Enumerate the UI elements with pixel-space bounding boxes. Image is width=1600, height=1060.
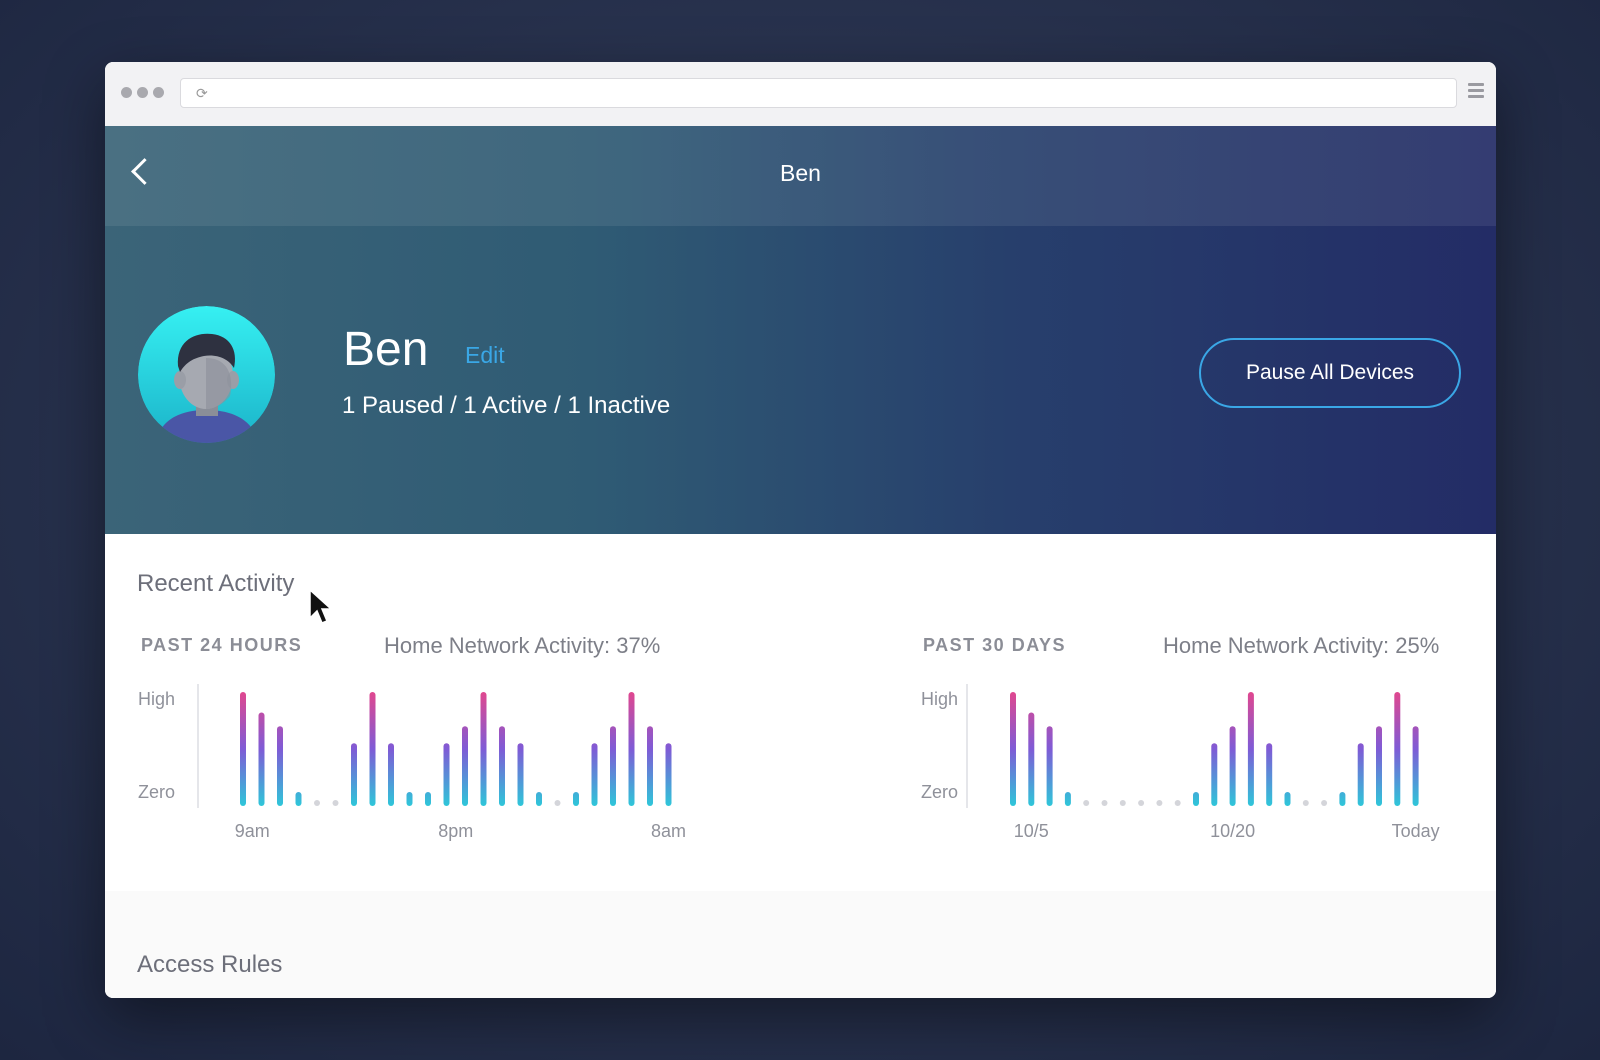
x-tick-label: 8pm (438, 821, 473, 841)
activity-chart-24h: 9am 8pm 8am (197, 684, 686, 841)
top-nav: Ben (105, 126, 1496, 226)
bar (1394, 692, 1401, 806)
bar (1010, 692, 1016, 806)
bar (1339, 792, 1346, 806)
recent-activity-section: Recent Activity PAST 24 HOURS Home Netwo… (105, 534, 1496, 891)
menu-icon[interactable] (1468, 83, 1484, 101)
bar (499, 726, 505, 806)
bar (1247, 692, 1254, 806)
minimize-dot-icon[interactable] (137, 87, 148, 98)
access-rules-section: Access Rules (105, 891, 1496, 998)
window-controls (121, 87, 164, 98)
bar-empty-dot (1156, 800, 1163, 806)
bar-empty-dot (1321, 800, 1328, 806)
avatar (138, 306, 275, 443)
bar (1357, 743, 1364, 806)
bar (628, 692, 635, 806)
profile-name: Ben (343, 323, 429, 376)
bar (1284, 792, 1291, 806)
y-label-high-24h: High (138, 689, 176, 709)
bar (1028, 712, 1035, 806)
period-label-24h: PAST 24 HOURS (141, 635, 303, 655)
network-activity-24h: Home Network Activity: 37% (384, 633, 661, 658)
bar (610, 726, 616, 806)
bar (1266, 743, 1273, 806)
x-tick-label: Today (1392, 821, 1440, 841)
pause-all-devices-button[interactable]: Pause All Devices (1199, 338, 1461, 408)
bar (647, 726, 653, 806)
bar (1376, 726, 1382, 806)
bar (462, 726, 468, 806)
device-status-summary: 1 Paused / 1 Active / 1 Inactive (342, 392, 671, 419)
bar-empty-dot (314, 800, 320, 806)
bar (240, 692, 246, 806)
recent-activity-title: Recent Activity (137, 570, 295, 597)
bar (351, 743, 357, 806)
y-label-zero-24h: Zero (138, 782, 176, 802)
bar-empty-dot (1302, 800, 1309, 806)
bar (536, 792, 542, 806)
profile-header: Ben Ben Edit 1 Paus (105, 126, 1496, 534)
user-avatar-icon (138, 306, 275, 443)
x-tick-label: 8am (651, 821, 686, 841)
bar (425, 792, 431, 806)
access-rules-title: Access Rules (137, 951, 283, 978)
bar (1046, 726, 1053, 806)
bar (573, 792, 579, 806)
y-label-zero-30d: Zero (921, 782, 959, 802)
address-bar[interactable]: ⟳ (180, 78, 1457, 108)
bar-empty-dot (1119, 800, 1126, 806)
x-tick-label: 10/5 (1014, 821, 1049, 841)
close-dot-icon[interactable] (121, 87, 132, 98)
bar (295, 792, 302, 806)
bar-empty-dot (554, 800, 561, 806)
bar (665, 743, 672, 806)
reload-icon[interactable]: ⟳ (196, 85, 208, 101)
x-tick-label: 9am (235, 821, 270, 841)
bar-empty-dot (1101, 800, 1108, 806)
bar-empty-dot (332, 800, 339, 806)
period-label-30d: PAST 30 DAYS (923, 635, 1067, 655)
bar (388, 743, 394, 806)
bar (517, 743, 524, 806)
browser-chrome: ⟳ (105, 62, 1496, 127)
bar (369, 692, 376, 806)
mouse-cursor-icon (309, 588, 332, 624)
bar (406, 792, 413, 806)
maximize-dot-icon[interactable] (153, 87, 164, 98)
bar-empty-dot (1174, 800, 1181, 806)
edit-link[interactable]: Edit (465, 342, 505, 368)
bar (591, 743, 598, 806)
bar (258, 712, 265, 806)
bar-empty-dot (1138, 800, 1145, 806)
network-activity-30d: Home Network Activity: 25% (1163, 633, 1440, 658)
bar (277, 726, 283, 806)
activity-chart-30d: 10/5 10/20 Today (966, 684, 1440, 841)
bar (1229, 726, 1236, 806)
bar (1193, 792, 1199, 806)
x-tick-label: 10/20 (1210, 821, 1255, 841)
bar-empty-dot (1083, 800, 1090, 806)
y-label-high-30d: High (921, 689, 959, 709)
page-title: Ben (780, 160, 821, 186)
bar (1064, 792, 1071, 806)
bar (443, 743, 450, 806)
bar (1412, 726, 1419, 806)
bar (480, 692, 487, 806)
browser-window: ⟳ Ben (105, 62, 1496, 998)
bar (1211, 743, 1218, 806)
